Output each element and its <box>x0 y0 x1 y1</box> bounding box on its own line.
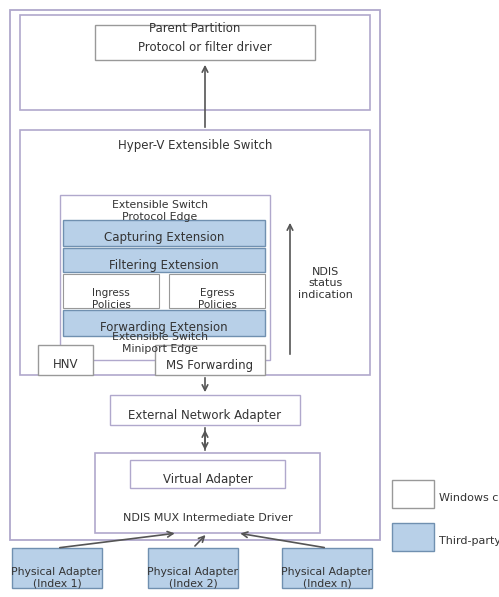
Text: Extensible Switch
Protocol Edge: Extensible Switch Protocol Edge <box>112 200 208 221</box>
Text: Physical Adapter
(Index n): Physical Adapter (Index n) <box>281 567 372 589</box>
Text: External Network Adapter: External Network Adapter <box>128 408 281 421</box>
Text: Capturing Extension: Capturing Extension <box>104 232 224 245</box>
Text: HNV: HNV <box>53 359 78 371</box>
Bar <box>130 460 285 488</box>
Bar <box>148 548 238 588</box>
Text: NDIS
status
indication: NDIS status indication <box>298 267 353 300</box>
Text: Physical Adapter
(Index 1): Physical Adapter (Index 1) <box>11 567 102 589</box>
Text: Egress
Policies: Egress Policies <box>198 288 237 310</box>
Text: NDIS MUX Intermediate Driver: NDIS MUX Intermediate Driver <box>123 513 292 523</box>
Bar <box>20 130 370 375</box>
Bar <box>63 274 159 308</box>
Text: Forwarding Extension: Forwarding Extension <box>100 322 228 334</box>
Bar <box>95 453 320 533</box>
Text: Filtering Extension: Filtering Extension <box>109 259 219 272</box>
Text: Parent Partition: Parent Partition <box>149 22 241 35</box>
Bar <box>169 274 265 308</box>
Bar <box>60 195 270 360</box>
Text: Hyper-V Extensible Switch: Hyper-V Extensible Switch <box>118 139 272 152</box>
Bar <box>10 10 380 540</box>
Text: Physical Adapter
(Index 2): Physical Adapter (Index 2) <box>148 567 239 589</box>
Text: Extensible Switch
Miniport Edge: Extensible Switch Miniport Edge <box>112 332 208 353</box>
Text: Virtual Adapter: Virtual Adapter <box>163 472 252 485</box>
Bar <box>63 310 265 336</box>
Bar <box>282 548 372 588</box>
Text: Third-party component: Third-party component <box>439 536 499 546</box>
Bar <box>392 480 434 508</box>
Bar <box>63 248 265 272</box>
Bar <box>20 15 370 110</box>
Text: Protocol or filter driver: Protocol or filter driver <box>138 41 272 54</box>
Bar <box>392 523 434 551</box>
Bar <box>12 548 102 588</box>
Text: MS Forwarding: MS Forwarding <box>167 359 253 371</box>
Bar <box>155 345 265 375</box>
Bar <box>38 345 93 375</box>
Bar <box>110 395 300 425</box>
Bar <box>95 25 315 60</box>
Bar <box>63 220 265 246</box>
Text: Windows component: Windows component <box>439 493 499 503</box>
Text: Ingress
Policies: Ingress Policies <box>91 288 130 310</box>
